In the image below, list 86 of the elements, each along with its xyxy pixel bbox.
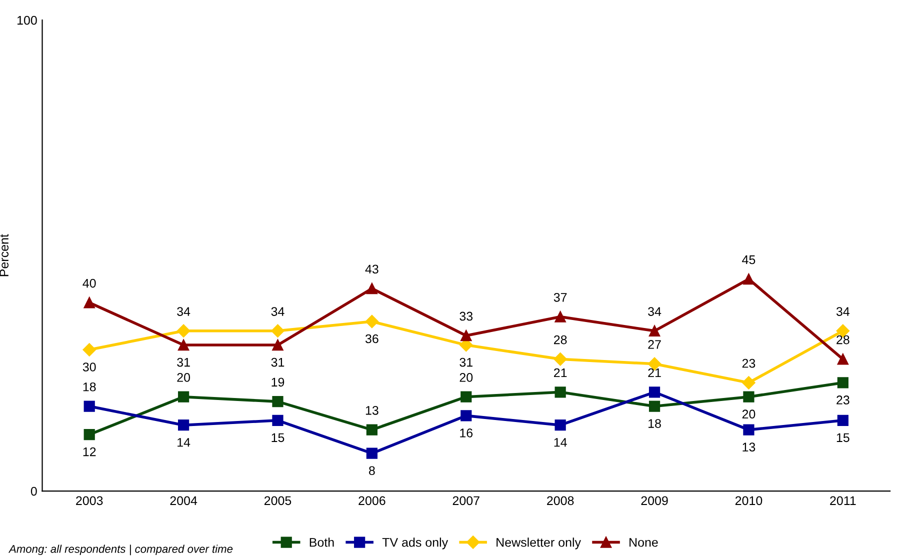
data-label: 34 [271,307,284,316]
point [837,414,848,426]
point [178,391,190,402]
point [460,330,472,342]
point [743,391,754,402]
data-label: 30 [82,362,96,372]
x-tick-label: 2006 [358,496,386,506]
data-label: 15 [836,433,850,442]
point [837,354,848,365]
point [178,339,190,351]
point [554,352,567,366]
data-label: 14 [178,438,190,447]
x-tick-label: 2009 [641,496,668,506]
data-label: 15 [272,433,284,442]
data-label: 34 [177,307,190,316]
data-label: 31 [271,358,284,367]
point [460,410,472,422]
data-label: 14 [554,438,567,447]
point [366,424,378,436]
legend-label: None [630,538,658,547]
y-tick-label: 0 [30,486,37,496]
point [743,274,754,285]
point [178,420,190,431]
x-tick-label: 2008 [547,496,574,506]
data-label: 20 [460,373,473,382]
point [554,386,566,398]
point [271,324,284,338]
data-label: 20 [742,410,756,419]
data-label: 21 [648,368,661,378]
point [82,343,96,356]
data-label: 18 [648,419,661,428]
point [84,428,95,440]
data-label: 40 [82,278,96,288]
data-label: 13 [366,406,378,415]
data-label: 33 [460,312,473,321]
data-label: 28 [554,335,567,344]
data-label: 21 [554,368,567,378]
y-tick-label: 100 [17,16,37,25]
x-tick-label: 2004 [170,496,198,506]
x-tick-label: 2007 [452,496,480,506]
data-label: 43 [365,264,378,274]
data-label: 27 [648,340,661,349]
data-label: 20 [177,373,190,382]
data-label: 45 [742,255,756,264]
x-tick-label: 2011 [830,496,856,506]
data-label: 28 [836,335,850,344]
legend-label: Newsletter only [496,538,581,550]
data-label: 12 [83,447,96,456]
data-label: 23 [742,358,756,368]
data-label: 36 [365,334,378,344]
data-label: 34 [648,307,662,316]
point [366,448,378,459]
point [648,325,660,336]
y-axis-title: Percent [0,234,9,276]
x-tick-label: 2003 [76,496,103,506]
point [837,377,848,388]
point [176,324,190,338]
point [272,414,284,426]
point [554,311,566,322]
data-label: 16 [460,428,473,438]
point [554,420,566,431]
point [366,282,378,294]
data-label: 13 [742,442,756,452]
point [84,297,95,308]
x-tick-label: 2005 [264,496,292,506]
data-label: 37 [554,292,567,302]
data-label: 8 [369,466,375,476]
legend-label: Both [310,538,334,547]
data-label: 19 [272,378,284,387]
data-label: 31 [177,358,190,367]
data-label: 23 [836,396,850,404]
point [272,339,284,351]
data-label: 34 [836,307,850,316]
point [365,314,379,328]
point [272,396,284,408]
data-label: 18 [83,382,96,392]
point [460,391,472,402]
point [743,424,754,436]
point [648,386,660,398]
text: Among: all respondents | compared over time [8,544,233,556]
point [648,400,660,412]
data-label: 31 [460,358,472,367]
point [84,400,95,412]
point [742,376,756,390]
legend-label: TV ads only [382,538,448,550]
x-tick-label: 2010 [735,496,762,506]
